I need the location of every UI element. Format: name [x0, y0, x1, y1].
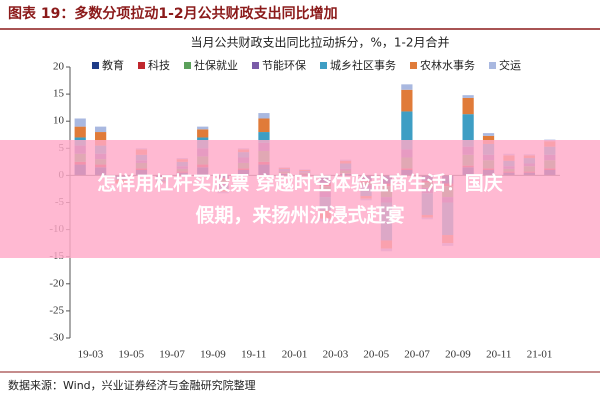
x-tick-label: 19-03: [78, 349, 104, 361]
y-tick-label: 20: [53, 61, 65, 73]
bar-segment: [258, 132, 270, 143]
bar-segment: [197, 126, 209, 130]
x-tick-label: 20-07: [404, 349, 430, 361]
y-tick-label: -30: [49, 332, 64, 344]
bar-segment: [462, 97, 474, 115]
legend-swatch: [92, 62, 99, 69]
bar-segment: [258, 113, 270, 119]
banner-text: 假期，来扬州沉浸式赶宴: [195, 204, 404, 227]
legend-swatch: [252, 62, 259, 69]
legend-swatch: [184, 62, 191, 69]
legend-label: 农林水事务: [420, 58, 475, 72]
source-note: 数据来源：Wind，兴业证券经济与金融研究院整理: [8, 378, 256, 392]
legend-label: 教育: [102, 58, 124, 72]
legend-label: 节能环保: [262, 58, 306, 72]
legend-swatch: [410, 62, 417, 69]
x-tick-label: 19-11: [241, 349, 266, 361]
x-tick-label: 20-03: [323, 349, 349, 361]
legend-label: 城乡社区事务: [330, 58, 396, 72]
legend-label: 科技: [148, 58, 170, 72]
y-tick-label: 10: [53, 115, 65, 127]
x-tick-label: 20-11: [486, 349, 511, 361]
legend-swatch: [138, 62, 145, 69]
x-tick-label: 19-07: [159, 349, 185, 361]
bar-segment: [462, 95, 474, 98]
y-tick-label: -25: [49, 304, 64, 316]
bar-segment: [482, 135, 495, 144]
bar-segment: [95, 126, 107, 133]
x-tick-label: 19-05: [118, 349, 144, 361]
x-tick-label: 20-01: [282, 349, 308, 361]
y-tick-label: 15: [53, 88, 65, 100]
y-tick-label: -20: [49, 277, 64, 289]
bar-segment: [258, 118, 270, 133]
chart-title: 图表 19：多数分项拉动1-2月公共财政支出同比增加: [8, 5, 338, 22]
bar-segment: [95, 132, 107, 146]
bar-segment: [401, 111, 413, 150]
legend-label: 社保就业: [194, 58, 238, 72]
x-tick-label: 20-05: [363, 349, 389, 361]
bar-segment: [462, 114, 474, 147]
legend-label: 交运: [499, 58, 521, 72]
x-tick-label: 20-09: [445, 349, 471, 361]
bar-segment: [401, 89, 413, 112]
legend-swatch: [320, 62, 327, 69]
chart-subtitle: 当月公共财政支出同比拉动拆分，%，1-2月合并: [190, 35, 449, 50]
bar-segment: [74, 126, 86, 138]
bar-segment: [482, 133, 495, 136]
legend-swatch: [489, 62, 496, 69]
banner-text: 怎样用杠杆买股票 穿越时空体验盐商生活！国庆: [97, 172, 503, 195]
bar-segment: [401, 84, 413, 90]
bar-segment: [197, 129, 209, 138]
x-tick-label: 21-01: [527, 349, 553, 361]
x-tick-label: 19-09: [200, 349, 226, 361]
bar-segment: [74, 118, 86, 127]
banner: [0, 140, 600, 258]
